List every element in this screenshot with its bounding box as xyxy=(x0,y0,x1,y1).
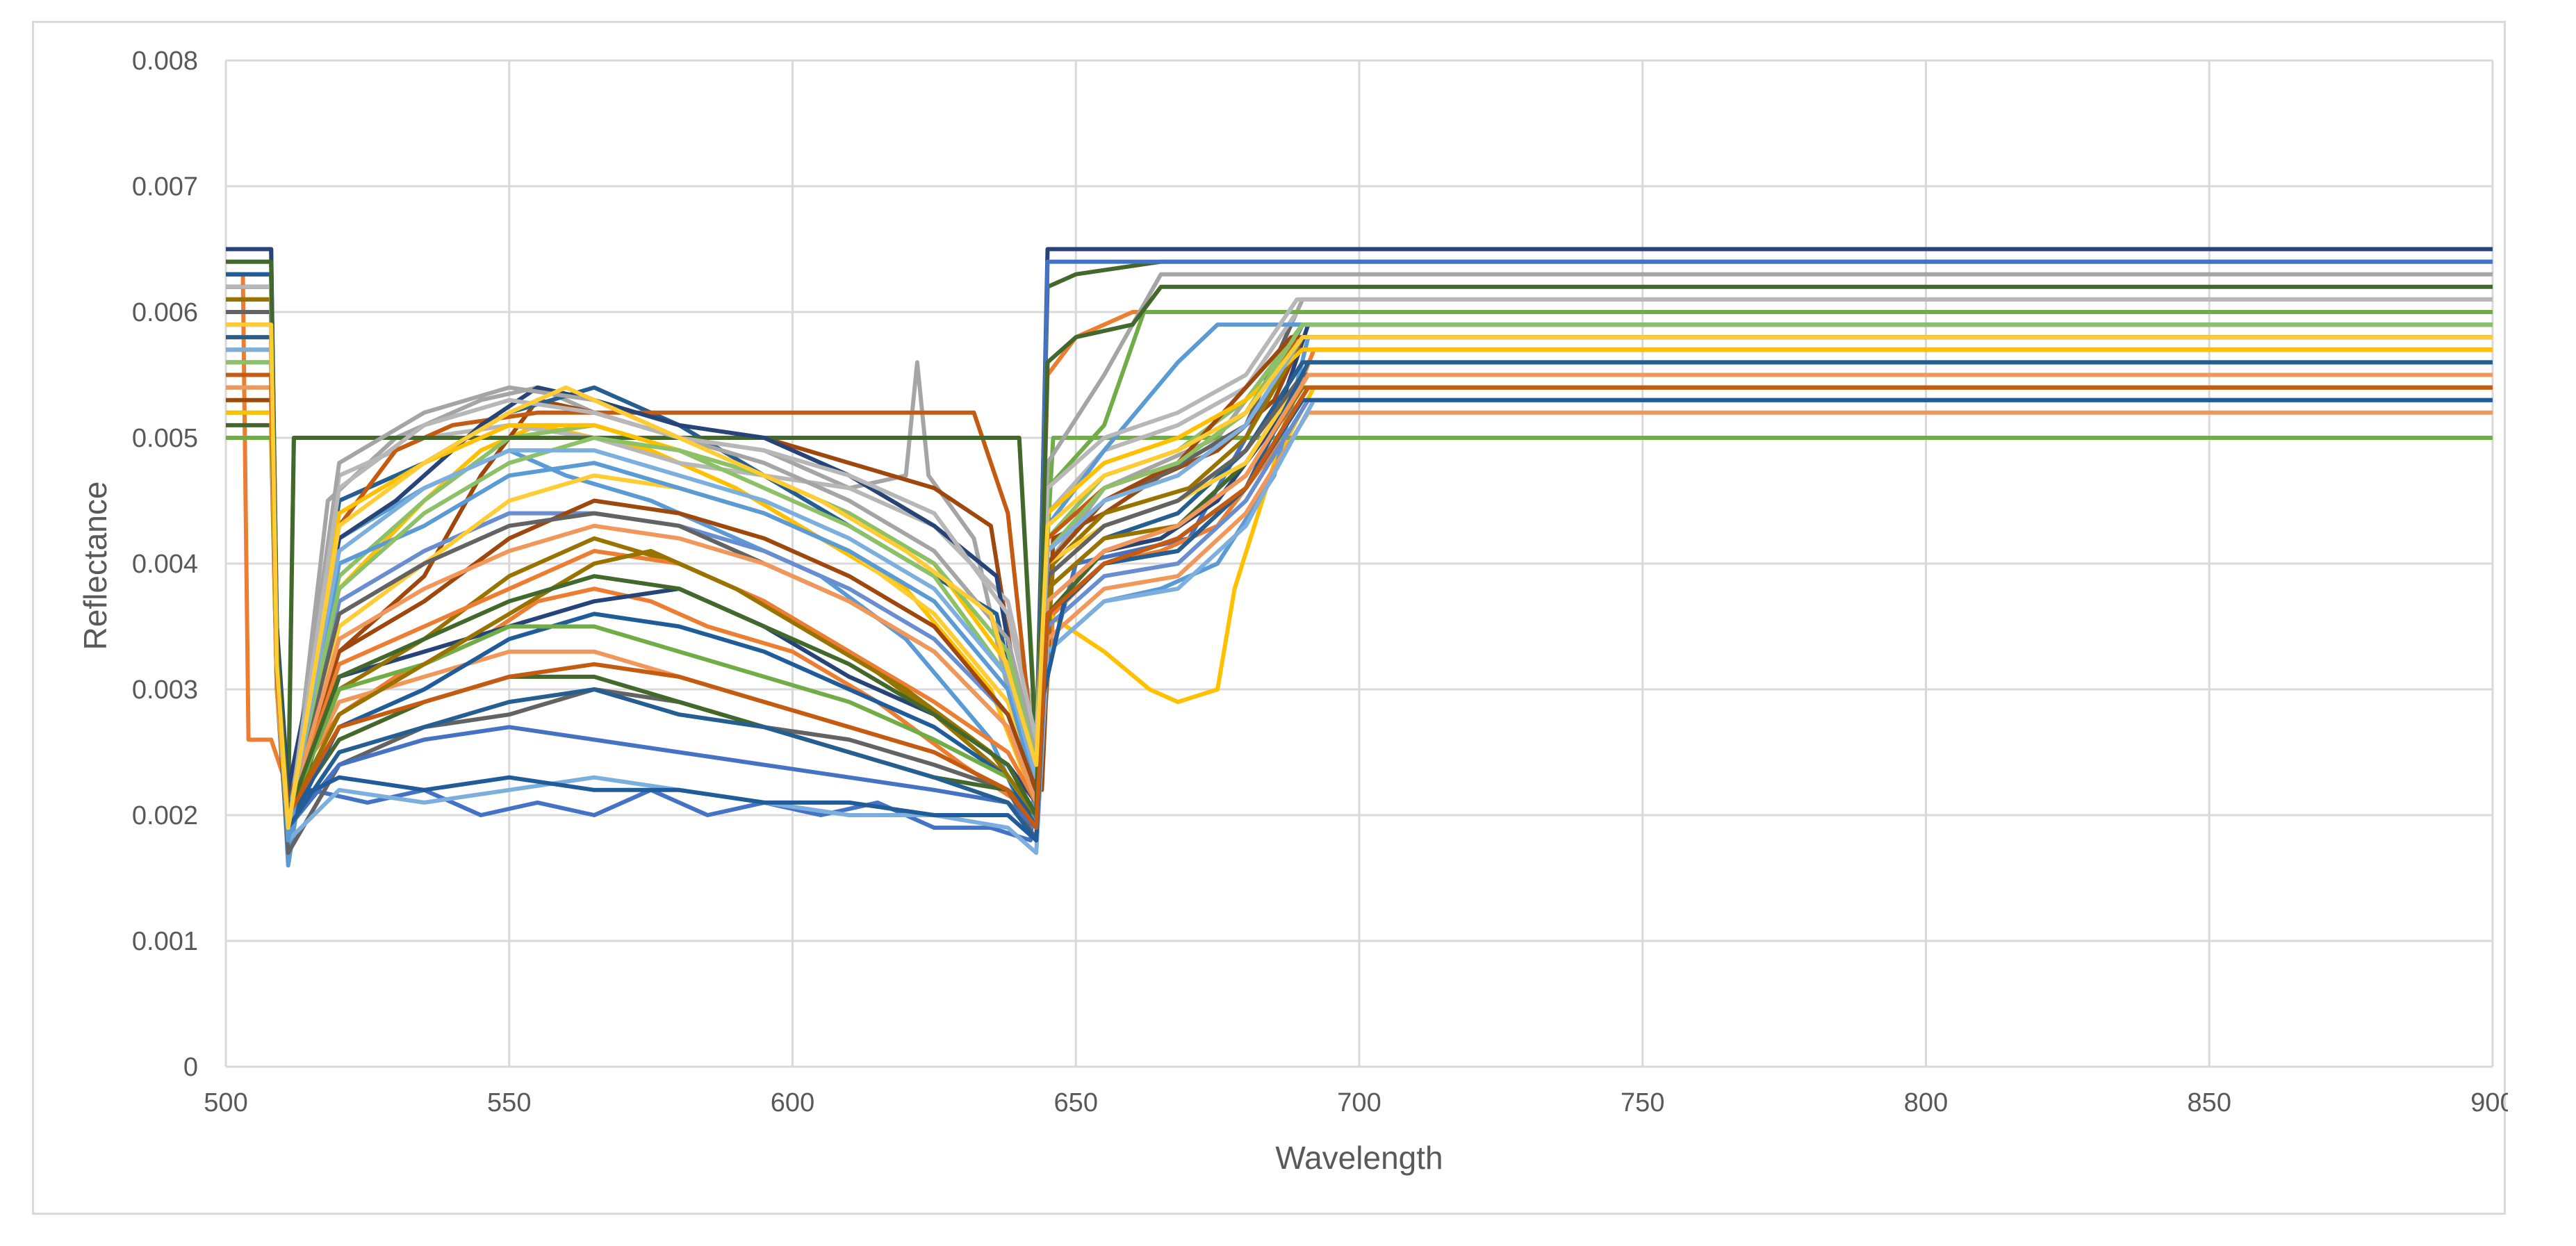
series-line xyxy=(226,247,2493,855)
y-tick-label: 0.008 xyxy=(132,47,198,76)
y-axis-tick-labels: 0 0.001 0.002 0.003 0.004 0.005 0.006 0.007 0.00… xyxy=(132,47,198,1082)
x-tick-label: 650 xyxy=(1054,1088,1098,1117)
x-tick-label: 800 xyxy=(1904,1088,1948,1117)
x-tick-label: 900 xyxy=(2470,1088,2508,1117)
series-line xyxy=(226,335,2493,843)
y-tick-label: 0.004 xyxy=(132,550,198,579)
x-tick-label: 550 xyxy=(487,1088,531,1117)
series-line xyxy=(226,297,2493,843)
chart-frame: 0 0.001 0.002 0.003 0.004 0.005 0.006 0.007 0.00… xyxy=(32,21,2508,1215)
x-tick-label: 600 xyxy=(771,1088,814,1117)
series-lines xyxy=(226,247,2493,868)
y-tick-label: 0.005 xyxy=(132,424,198,453)
y-tick-label: 0.003 xyxy=(132,675,198,705)
y-tick-label: 0.007 xyxy=(132,172,198,202)
y-axis-title: Reflectance xyxy=(77,482,113,650)
x-tick-label: 700 xyxy=(1337,1088,1381,1117)
y-tick-label: 0.001 xyxy=(132,927,198,956)
series-line xyxy=(226,360,2493,855)
x-axis-title: Wavelength xyxy=(1275,1140,1443,1176)
y-tick-label: 0.002 xyxy=(132,801,198,830)
x-tick-label: 750 xyxy=(1621,1088,1664,1117)
y-tick-label: 0 xyxy=(183,1053,198,1082)
x-tick-label: 500 xyxy=(204,1088,247,1117)
series-line xyxy=(226,322,2493,830)
x-tick-label: 850 xyxy=(2188,1088,2231,1117)
series-line xyxy=(226,372,2493,830)
series-line xyxy=(226,322,2493,843)
y-tick-label: 0.006 xyxy=(132,298,198,327)
x-axis-tick-labels: 500 550 600 650 700 750 800 850 900 xyxy=(204,1088,2508,1117)
line-chart: 0 0.001 0.002 0.003 0.004 0.005 0.006 0.007 0.00… xyxy=(77,47,2508,1176)
